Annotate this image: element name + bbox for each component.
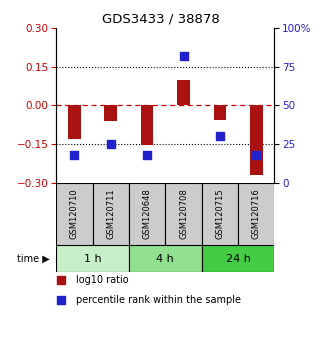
Point bbox=[108, 141, 113, 147]
Point bbox=[72, 152, 77, 158]
Bar bbox=[104, 105, 117, 121]
Bar bbox=[129, 183, 165, 245]
Bar bbox=[56, 183, 92, 245]
Bar bbox=[213, 105, 226, 120]
Point bbox=[203, 215, 208, 221]
Text: 1 h: 1 h bbox=[84, 253, 101, 264]
Bar bbox=[250, 105, 263, 175]
Bar bbox=[129, 245, 202, 272]
Text: GSM120710: GSM120710 bbox=[70, 189, 79, 239]
Bar bbox=[202, 245, 274, 272]
Text: GSM120715: GSM120715 bbox=[215, 189, 224, 239]
Text: log10 ratio: log10 ratio bbox=[76, 275, 128, 285]
Bar bbox=[56, 245, 129, 272]
Bar bbox=[202, 183, 238, 245]
Point bbox=[144, 152, 150, 158]
Text: percentile rank within the sample: percentile rank within the sample bbox=[76, 295, 241, 305]
Bar bbox=[68, 105, 81, 139]
Text: GSM120708: GSM120708 bbox=[179, 189, 188, 239]
Text: 4 h: 4 h bbox=[156, 253, 174, 264]
Point bbox=[217, 133, 222, 139]
Bar bbox=[238, 183, 274, 245]
Text: GSM120711: GSM120711 bbox=[106, 189, 115, 239]
Text: time ▶: time ▶ bbox=[17, 253, 50, 264]
Bar bbox=[165, 183, 202, 245]
Bar bbox=[141, 105, 153, 145]
Text: GDS3433 / 38878: GDS3433 / 38878 bbox=[102, 12, 219, 25]
Text: 24 h: 24 h bbox=[226, 253, 250, 264]
Bar bbox=[92, 183, 129, 245]
Text: GSM120716: GSM120716 bbox=[252, 189, 261, 239]
Text: GSM120648: GSM120648 bbox=[143, 189, 152, 239]
Point bbox=[181, 53, 186, 59]
Bar bbox=[177, 80, 190, 105]
Point bbox=[203, 31, 208, 36]
Point bbox=[254, 152, 259, 158]
